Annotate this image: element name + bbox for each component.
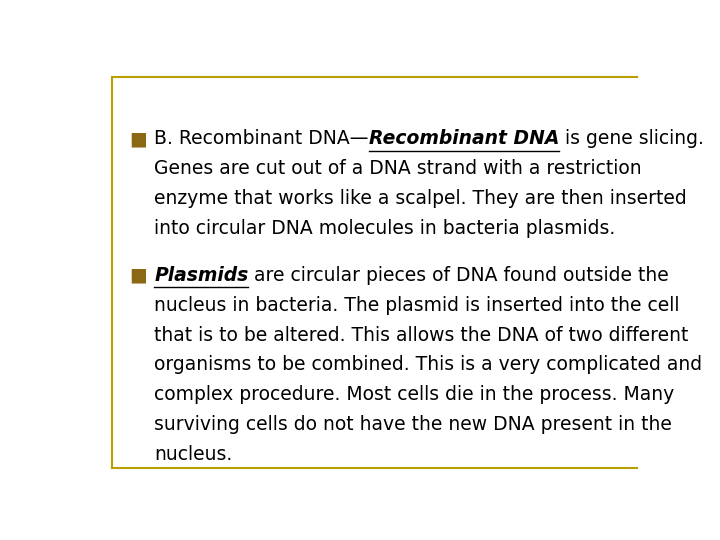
Text: nucleus.: nucleus. <box>154 446 233 464</box>
Text: ■: ■ <box>129 129 147 149</box>
Text: complex procedure. Most cells die in the process. Many: complex procedure. Most cells die in the… <box>154 386 675 404</box>
Text: is gene slicing.: is gene slicing. <box>559 129 703 149</box>
Text: surviving cells do not have the new DNA present in the: surviving cells do not have the new DNA … <box>154 415 672 434</box>
Text: B. Recombinant DNA—: B. Recombinant DNA— <box>154 129 369 149</box>
Text: nucleus in bacteria. The plasmid is inserted into the cell: nucleus in bacteria. The plasmid is inse… <box>154 295 680 315</box>
Text: into circular DNA molecules in bacteria plasmids.: into circular DNA molecules in bacteria … <box>154 219 616 238</box>
Text: Recombinant DNA: Recombinant DNA <box>369 129 559 149</box>
Text: that is to be altered. This allows the DNA of two different: that is to be altered. This allows the D… <box>154 326 688 345</box>
Text: are circular pieces of DNA found outside the: are circular pieces of DNA found outside… <box>248 266 669 285</box>
Text: organisms to be combined. This is a very complicated and: organisms to be combined. This is a very… <box>154 355 702 374</box>
Text: Plasmids: Plasmids <box>154 266 248 285</box>
Text: enzyme that works like a scalpel. They are then inserted: enzyme that works like a scalpel. They a… <box>154 189 687 208</box>
Text: Genes are cut out of a DNA strand with a restriction: Genes are cut out of a DNA strand with a… <box>154 159 642 178</box>
Text: ■: ■ <box>129 266 147 285</box>
